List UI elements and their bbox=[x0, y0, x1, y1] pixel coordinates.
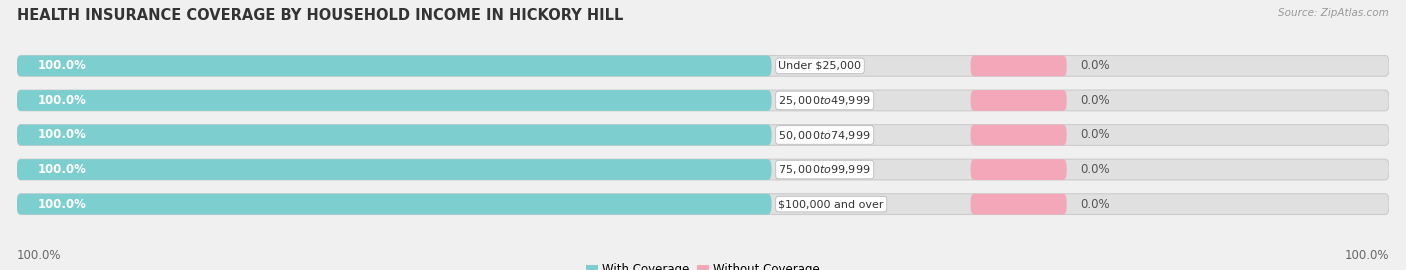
Text: Under $25,000: Under $25,000 bbox=[779, 61, 862, 71]
Text: 100.0%: 100.0% bbox=[38, 129, 86, 141]
FancyBboxPatch shape bbox=[970, 159, 1067, 180]
FancyBboxPatch shape bbox=[970, 194, 1067, 214]
FancyBboxPatch shape bbox=[970, 56, 1067, 76]
Text: 100.0%: 100.0% bbox=[38, 59, 86, 72]
FancyBboxPatch shape bbox=[17, 194, 772, 214]
Text: $25,000 to $49,999: $25,000 to $49,999 bbox=[779, 94, 870, 107]
Text: 0.0%: 0.0% bbox=[1080, 59, 1109, 72]
FancyBboxPatch shape bbox=[17, 194, 1389, 214]
Text: 0.0%: 0.0% bbox=[1080, 163, 1109, 176]
Text: 100.0%: 100.0% bbox=[38, 163, 86, 176]
FancyBboxPatch shape bbox=[17, 56, 772, 76]
Text: 0.0%: 0.0% bbox=[1080, 129, 1109, 141]
Text: 100.0%: 100.0% bbox=[17, 249, 62, 262]
Text: 100.0%: 100.0% bbox=[38, 94, 86, 107]
Legend: With Coverage, Without Coverage: With Coverage, Without Coverage bbox=[581, 259, 825, 270]
Text: 100.0%: 100.0% bbox=[1344, 249, 1389, 262]
Text: HEALTH INSURANCE COVERAGE BY HOUSEHOLD INCOME IN HICKORY HILL: HEALTH INSURANCE COVERAGE BY HOUSEHOLD I… bbox=[17, 8, 623, 23]
Text: 0.0%: 0.0% bbox=[1080, 198, 1109, 211]
FancyBboxPatch shape bbox=[17, 125, 1389, 145]
Text: $75,000 to $99,999: $75,000 to $99,999 bbox=[779, 163, 870, 176]
Text: $50,000 to $74,999: $50,000 to $74,999 bbox=[779, 129, 870, 141]
Text: 100.0%: 100.0% bbox=[38, 198, 86, 211]
FancyBboxPatch shape bbox=[17, 125, 772, 145]
FancyBboxPatch shape bbox=[17, 159, 1389, 180]
FancyBboxPatch shape bbox=[17, 56, 1389, 76]
FancyBboxPatch shape bbox=[970, 125, 1067, 145]
Text: 0.0%: 0.0% bbox=[1080, 94, 1109, 107]
FancyBboxPatch shape bbox=[970, 90, 1067, 111]
Text: $100,000 and over: $100,000 and over bbox=[779, 199, 884, 209]
Text: Source: ZipAtlas.com: Source: ZipAtlas.com bbox=[1278, 8, 1389, 18]
FancyBboxPatch shape bbox=[17, 90, 772, 111]
FancyBboxPatch shape bbox=[17, 159, 772, 180]
FancyBboxPatch shape bbox=[17, 90, 1389, 111]
